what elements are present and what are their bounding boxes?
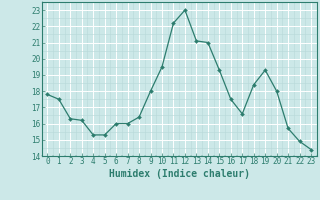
X-axis label: Humidex (Indice chaleur): Humidex (Indice chaleur) [109, 169, 250, 179]
